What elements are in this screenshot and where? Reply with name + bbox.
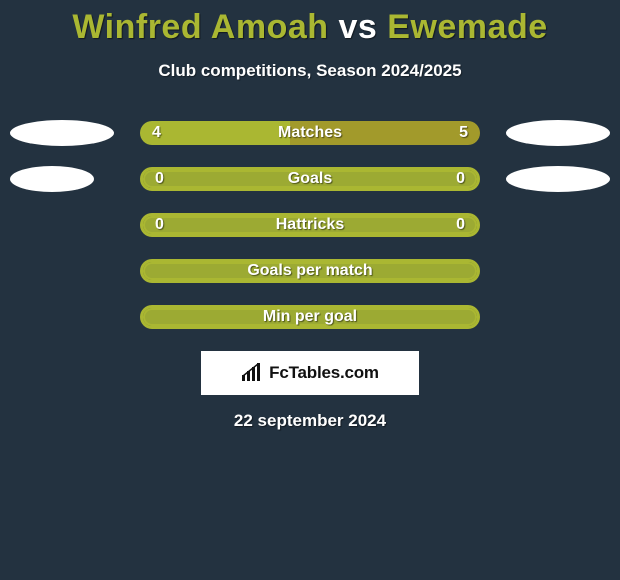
stat-bar: 4 5 Matches	[140, 121, 480, 145]
ellipse-left	[10, 166, 94, 192]
player2-name: Ewemade	[387, 8, 547, 46]
stat-value-right: 0	[456, 170, 465, 188]
comparison-card: Winfred Amoah vs Ewemade Club competitio…	[0, 0, 620, 431]
stat-row: 4 5 Matches	[0, 121, 620, 145]
stat-value-left: 0	[155, 216, 164, 234]
stat-value-left: 4	[152, 121, 161, 145]
ellipse-left	[10, 120, 114, 146]
brand-chart-icon	[241, 363, 263, 383]
stat-row: Min per goal	[0, 305, 620, 329]
date-text: 22 september 2024	[0, 411, 620, 431]
stat-label: Hattricks	[276, 216, 344, 234]
stat-value-right: 5	[459, 121, 468, 145]
card-title: Winfred Amoah vs Ewemade	[0, 8, 620, 47]
stat-label: Goals	[288, 170, 332, 188]
brand-text: FcTables.com	[269, 363, 379, 383]
stat-row: Goals per match	[0, 259, 620, 283]
stat-row: 0 0 Goals	[0, 167, 620, 191]
ellipse-right	[506, 166, 610, 192]
vs-label: vs	[338, 8, 377, 46]
card-subtitle: Club competitions, Season 2024/2025	[0, 61, 620, 81]
brand-box: FcTables.com	[201, 351, 419, 395]
stat-label: Min per goal	[263, 308, 357, 326]
stat-value-right: 0	[456, 216, 465, 234]
bar-fill-left	[140, 121, 290, 145]
stats-rows: 4 5 Matches 0 0 Goals 0 0 Hattricks Goals per mat…	[0, 121, 620, 329]
stat-label: Goals per match	[247, 262, 372, 280]
stat-bar: 0 0 Hattricks	[140, 213, 480, 237]
player1-name: Winfred Amoah	[72, 8, 328, 46]
stat-bar: Min per goal	[140, 305, 480, 329]
stat-row: 0 0 Hattricks	[0, 213, 620, 237]
stat-bar: Goals per match	[140, 259, 480, 283]
ellipse-right	[506, 120, 610, 146]
stat-bar: 0 0 Goals	[140, 167, 480, 191]
stat-label: Matches	[278, 124, 342, 142]
stat-value-left: 0	[155, 170, 164, 188]
